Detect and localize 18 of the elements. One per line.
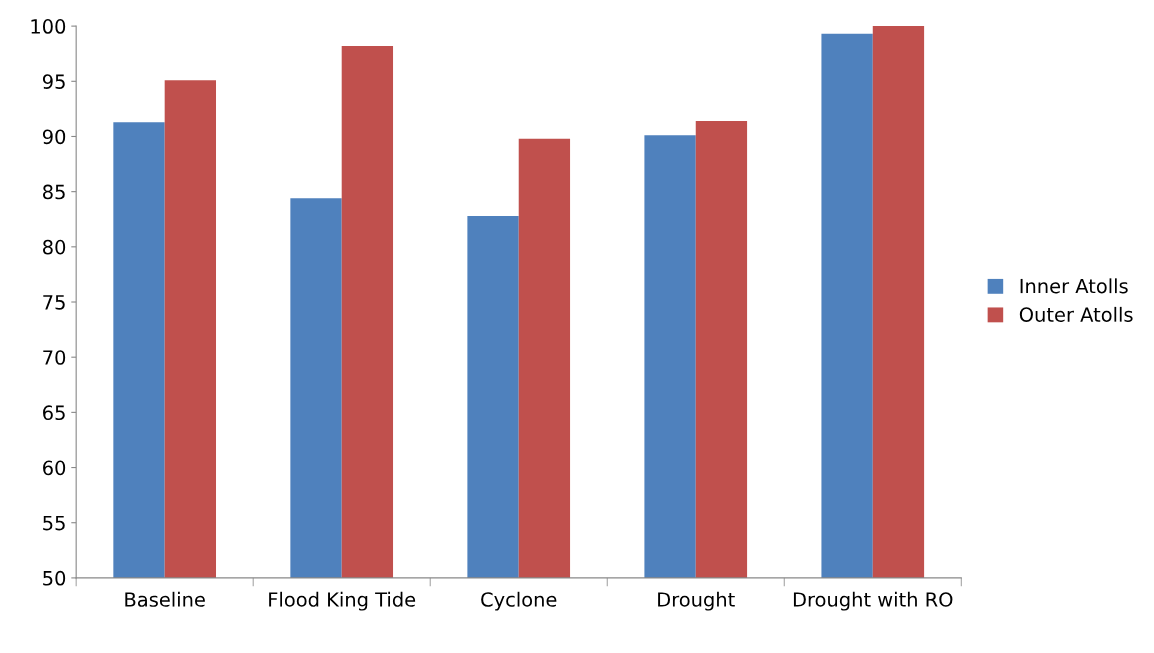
y-tick-label: 65 [43,405,65,421]
x-tick-label: Cyclone [481,591,557,611]
y-tick-label: 55 [43,515,65,531]
y-tick-label: 85 [43,184,65,200]
y-tick-label: 95 [42,74,65,89]
y-tick-label: 70 [43,350,66,365]
y-tick-label: 75 [43,295,65,310]
x-tick-label: Baseline [125,591,205,607]
legend-label: Inner Atolls [1020,278,1128,294]
y-tick-label: 60 [43,460,66,476]
y-tick-label: 80 [43,239,66,255]
y-tick-label: 90 [42,129,66,145]
x-tick-label: Flood King Tide [269,591,416,611]
y-tick-label: 50 [43,570,66,586]
legend-label: Outer Atolls [1019,306,1133,322]
x-tick-label: Drought with RO [793,591,953,611]
x-tick-label: Drought [658,591,735,611]
y-tick-label: 100 [31,19,66,34]
